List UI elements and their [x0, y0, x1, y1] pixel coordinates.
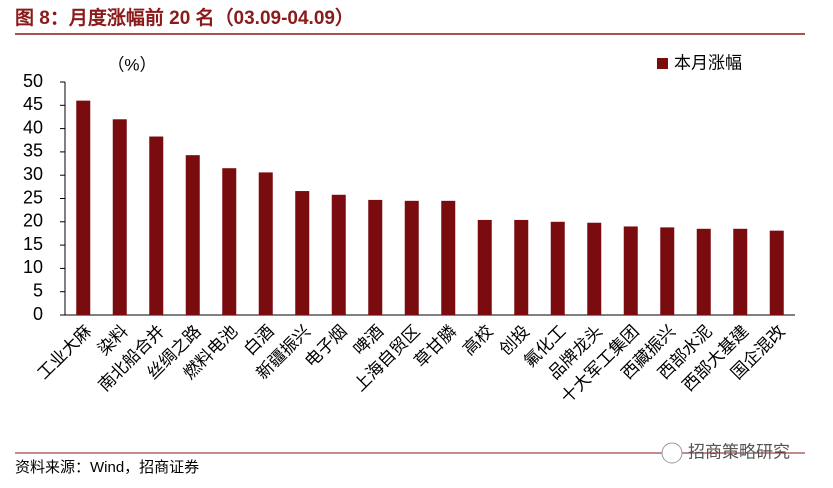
bar	[222, 168, 237, 315]
legend-label: 本月涨幅	[674, 53, 742, 72]
bar	[404, 200, 419, 315]
y-tick-label: 50	[23, 71, 43, 91]
bar	[769, 230, 784, 315]
bar	[331, 194, 346, 315]
y-tick-label: 30	[23, 164, 43, 184]
y-tick-label: 35	[23, 141, 43, 161]
x-tick-label: 草甘膦	[411, 322, 460, 371]
y-tick-label: 45	[23, 94, 43, 114]
x-tick-label: 电子烟	[301, 322, 350, 371]
bar	[441, 200, 456, 315]
bar	[660, 227, 675, 315]
bar	[149, 136, 164, 315]
bar	[733, 228, 748, 315]
y-tick-label: 25	[23, 187, 43, 207]
bar	[623, 226, 638, 315]
y-tick-label: 15	[23, 234, 43, 254]
x-tick-label: 高校	[459, 322, 496, 359]
y-tick-label: 40	[23, 117, 43, 137]
y-tick-label: 5	[33, 280, 43, 300]
source: 资料来源：Wind，招商证券	[15, 459, 199, 476]
bar	[76, 100, 91, 315]
chart-title: 图 8：月度涨幅前 20 名（03.09-04.09）	[15, 6, 354, 29]
legend-swatch	[657, 58, 668, 69]
x-tick-label: 工业大麻	[34, 322, 96, 384]
y-tick-label: 10	[23, 257, 43, 277]
bar	[514, 219, 529, 315]
bar	[477, 219, 492, 315]
bar	[696, 228, 711, 315]
bar	[368, 199, 383, 315]
watermark: 招商策略研究	[688, 442, 790, 461]
bar	[112, 119, 127, 315]
bar	[587, 222, 602, 315]
bar	[185, 155, 200, 315]
bar	[295, 191, 310, 315]
y-axis-label: （%）	[107, 55, 156, 74]
y-tick-label: 0	[33, 304, 43, 324]
watermark-icon	[661, 442, 683, 464]
bar	[550, 221, 565, 315]
bar	[258, 172, 273, 315]
y-tick-label: 20	[23, 211, 43, 231]
